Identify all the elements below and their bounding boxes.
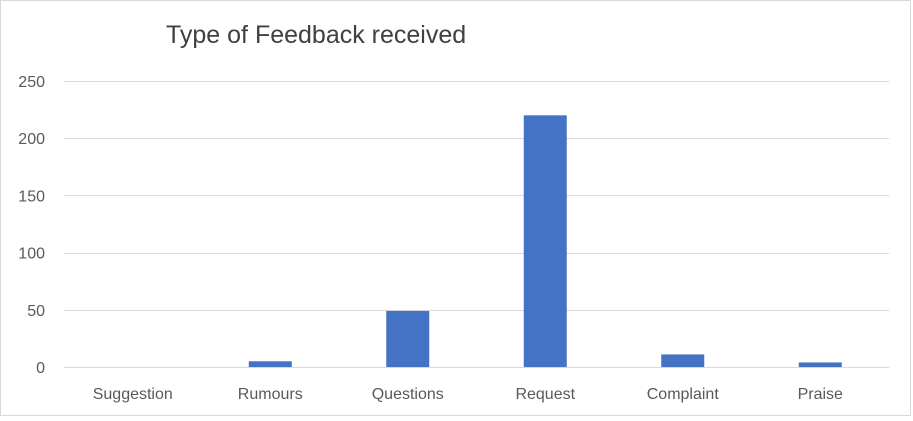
y-tick-label: 250 (18, 74, 45, 91)
x-tick-label: Suggestion (93, 386, 173, 403)
bar-praise (798, 362, 842, 367)
bar-questions (386, 310, 430, 367)
bars (248, 115, 842, 367)
x-axis-ticks: Suggestion Rumours Questions Request Complai… (93, 386, 843, 403)
bar-request (523, 115, 567, 367)
x-tick-label: Complaint (647, 386, 720, 403)
x-tick-label: Request (515, 386, 575, 403)
bar-complaint (661, 354, 705, 367)
y-axis-ticks: 0 50 100 150 200 250 (18, 74, 45, 377)
x-tick-label: Praise (798, 386, 843, 403)
chart-title: Type of Feedback received (166, 21, 467, 49)
bar-rumours (248, 361, 292, 367)
gridlines (64, 81, 889, 368)
y-tick-label: 100 (18, 246, 45, 263)
x-tick-label: Questions (372, 386, 444, 403)
y-tick-label: 150 (18, 188, 45, 205)
y-tick-label: 0 (36, 360, 45, 377)
y-tick-label: 200 (18, 131, 45, 148)
y-tick-label: 50 (27, 303, 45, 320)
x-tick-label: Rumours (238, 386, 303, 403)
